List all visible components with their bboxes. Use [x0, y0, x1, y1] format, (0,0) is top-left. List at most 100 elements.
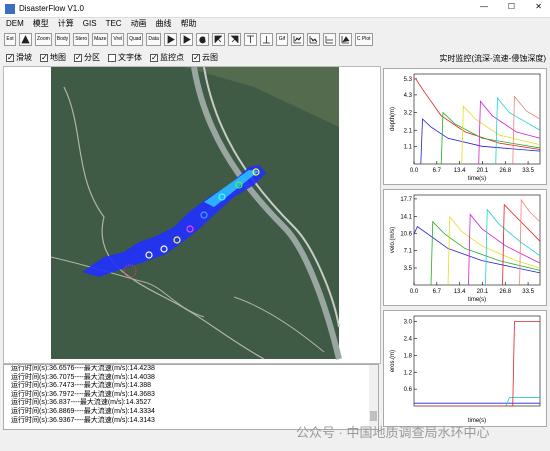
y-tick-label: 5.3	[404, 77, 413, 83]
checkbox[interactable]: 文字体	[108, 52, 142, 63]
toolbar: Ext Zoom Body Stero Maze Vrel Quad Data Gif C Plo…	[4, 31, 373, 47]
log-output: 运行时间(s):36.6576----最大流速(m/s):14.4238 运行时间…	[3, 364, 379, 430]
checkbox-label: 监控点	[160, 53, 184, 62]
data-line	[430, 220, 541, 286]
tool-button[interactable]	[19, 32, 32, 46]
data-line	[414, 321, 540, 407]
tool-button[interactable]: Zoom	[35, 32, 52, 46]
data-line	[440, 111, 541, 165]
x-tick-label: 26.8	[499, 289, 511, 295]
checkbox-label: 分区	[84, 53, 100, 62]
monitor-title: 实时监控(流深-流速-侵蚀深度)	[439, 54, 546, 63]
check-box: ✓	[6, 52, 14, 62]
tool-button[interactable]	[243, 32, 257, 46]
log-line: 运行时间(s):36.6576----最大流速(m/s):14.4238	[11, 365, 155, 372]
y-axis-label: eros.(m)	[390, 350, 396, 372]
tool-button[interactable]: Vrel	[111, 32, 125, 46]
y-tick-label: 0.6	[404, 387, 413, 393]
checkbox-label: 地图	[50, 53, 66, 62]
tool-button[interactable]	[163, 32, 177, 46]
tool-button[interactable]	[227, 32, 241, 46]
data-line	[414, 397, 540, 407]
checkbox[interactable]: ✓ 滑坡	[6, 52, 32, 63]
checkbox[interactable]: ✓ 监控点	[150, 52, 184, 63]
tool-button[interactable]: Gif	[275, 32, 288, 46]
window-title: DisasterFlow V1.0	[19, 4, 84, 13]
log-line: 运行时间(s):36.7473----最大流速(m/s):14.388	[11, 382, 152, 390]
log-line: 运行时间(s):36.9367----最大流速(m/s):14.3143	[11, 416, 155, 424]
tool-button[interactable]: C Plot	[354, 32, 373, 46]
tool-button[interactable]	[290, 32, 304, 46]
chart: 3.5 7.1 10.6 14.1 17.7 0.0 6.7 13.4 20.1 26.8 33.5…	[390, 194, 541, 303]
tool-button[interactable]: Maze	[92, 32, 109, 46]
minimize[interactable]: —	[480, 2, 488, 11]
data-line	[512, 95, 541, 165]
data-line	[461, 105, 541, 165]
y-tick-label: 3.5	[404, 266, 413, 272]
menu-item[interactable]: 模型	[32, 19, 49, 28]
data-line	[495, 97, 541, 165]
menu-item[interactable]: GIS	[82, 19, 97, 28]
x-tick-label: 20.1	[477, 289, 489, 295]
checkbox[interactable]: ✓ 地图	[40, 52, 66, 63]
tool-button[interactable]: Stero	[73, 32, 90, 46]
log-line: 运行时间(s):36.7075----最大流速(m/s):14.4038	[11, 373, 155, 381]
tool-button[interactable]: Data	[146, 32, 161, 46]
checkbox-label: 云图	[202, 53, 218, 62]
y-tick-label: 14.1	[400, 214, 412, 220]
y-tick-label: 1.1	[404, 144, 413, 150]
menu-item[interactable]: 动画	[130, 19, 147, 28]
plot-area	[413, 194, 541, 286]
checkbox-label: 滑坡	[16, 53, 32, 62]
checkbox[interactable]: ✓ 云图	[192, 52, 218, 63]
menu-item[interactable]: 曲线	[155, 19, 172, 28]
menu-item[interactable]: 帮助	[180, 19, 197, 28]
log-line: 运行时间(s):36.7972----最大流速(m/s):14.3683	[11, 390, 155, 398]
tool-button[interactable]	[179, 32, 193, 46]
x-tick-label: 20.1	[477, 168, 489, 174]
menu-item[interactable]: DEM	[6, 19, 24, 28]
x-tick-label: 13.4	[454, 168, 466, 174]
y-tick-label: 2.1	[404, 128, 413, 134]
x-tick-label: 33.5	[522, 289, 534, 295]
map-view	[3, 66, 381, 364]
menu-item[interactable]: TEC	[105, 19, 122, 28]
menu-item[interactable]: 计算	[57, 19, 74, 28]
chart: 1.1 2.1 3.2 4.3 5.3 0.0 6.7 13.4 20.1 26.8 33.5 tim…	[390, 73, 541, 182]
data-line	[519, 198, 541, 286]
tool-button[interactable]	[195, 32, 209, 46]
tool-button[interactable]: Body	[54, 32, 71, 46]
x-tick-label: 13.4	[454, 289, 466, 295]
maximize[interactable]: ☐	[507, 2, 515, 11]
scrollbar[interactable]	[369, 365, 378, 429]
checkbox[interactable]: ✓ 分区	[74, 52, 100, 63]
y-tick-label: 1.2	[404, 370, 413, 376]
x-axis-label: time(s)	[468, 176, 486, 182]
tool-button[interactable]	[211, 32, 225, 46]
close[interactable]: ✕	[535, 2, 542, 11]
tool-button[interactable]	[306, 32, 320, 46]
erosion-chart-panel: 0.6 1.2 1.8 2.4 3.0 time(s) eros.(m)	[383, 310, 547, 427]
options-bar: ✓ 滑坡 ✓ 地图 ✓ 分区 文字体 ✓ 监控点 ✓ 云图	[6, 52, 218, 63]
tool-button[interactable]: Quad	[127, 32, 144, 46]
tool-button[interactable]	[338, 32, 352, 46]
watermark: 公众号 · 中国地质调查局水环中心	[296, 425, 490, 440]
check-box: ✓	[150, 52, 158, 62]
x-tick-label: 26.8	[499, 168, 511, 174]
plot-area	[413, 315, 541, 407]
data-line	[468, 213, 541, 286]
tool-button[interactable]	[259, 32, 273, 46]
log-lines: 运行时间(s):36.6576----最大流速(m/s):14.4238 运行时间…	[11, 365, 378, 425]
tool-button[interactable]	[322, 32, 336, 46]
velocity-chart-panel: 3.5 7.1 10.6 14.1 17.7 0.0 6.7 13.4 20.1 26.8 33.5…	[383, 189, 547, 306]
check-box: ✓	[74, 52, 82, 62]
y-tick-label: 1.8	[404, 353, 413, 359]
log-line: 运行时间(s):36.837----最大流速(m/s):14.3527	[11, 399, 152, 407]
y-axis-label: depth(m)	[390, 107, 396, 131]
chart: 0.6 1.2 1.8 2.4 3.0 time(s) eros.(m)	[390, 315, 541, 424]
tool-button[interactable]: Ext	[4, 32, 16, 46]
menu-bar: DEM 模型 计算 GIS TEC 动画 曲线 帮助	[0, 17, 550, 30]
x-tick-label: 33.5	[522, 168, 534, 174]
